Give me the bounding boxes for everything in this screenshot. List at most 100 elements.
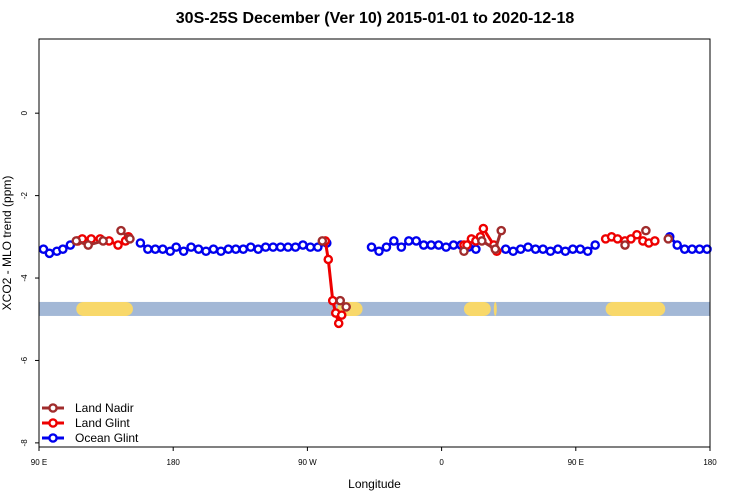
data-point <box>116 225 126 236</box>
y-axis: 0 -2 -4 -6 -8 <box>20 110 39 446</box>
data-point <box>71 236 82 246</box>
data-point <box>336 310 347 320</box>
data-point <box>612 234 623 244</box>
data-point <box>275 242 286 252</box>
series-land-nadir <box>71 225 674 312</box>
data-point <box>83 240 94 250</box>
x-tick-label: 90 W <box>298 458 317 467</box>
land-band-segment <box>493 301 497 316</box>
x-axis-label: Longitude <box>348 477 401 491</box>
chart-title: 30S-25S December (Ver 10) 2015-01-01 to … <box>175 10 575 27</box>
data-point <box>650 236 660 246</box>
data-point <box>178 246 189 257</box>
data-point <box>381 242 392 252</box>
legend-label: Land Nadir <box>75 401 134 415</box>
data-point <box>366 242 377 252</box>
y-tick-label: 0 <box>20 110 29 115</box>
data-point <box>313 242 323 252</box>
y-axis-label: XCO2 - MLO trend (ppm) <box>0 176 14 311</box>
data-point <box>193 244 204 254</box>
data-point <box>448 240 459 250</box>
data-point <box>679 244 690 254</box>
data-point <box>268 242 278 252</box>
series-layer <box>38 223 712 329</box>
data-point <box>538 244 548 254</box>
legend-item: Land Glint <box>42 416 130 430</box>
data-point <box>253 244 263 254</box>
data-point <box>496 225 507 236</box>
y-tick-label: -6 <box>20 356 29 364</box>
legend-marker <box>48 433 58 443</box>
data-point <box>459 246 469 257</box>
land-band-segment <box>76 301 133 316</box>
data-point <box>113 240 123 250</box>
data-point <box>135 238 146 248</box>
x-axis: 90 E 180 90 W 0 90 E 180 <box>31 447 717 467</box>
data-point <box>672 240 682 250</box>
data-point <box>374 246 384 257</box>
legend-marker <box>48 418 58 428</box>
data-point <box>58 244 68 254</box>
data-point <box>426 240 436 250</box>
legend-marker <box>48 403 58 413</box>
data-point <box>694 244 705 254</box>
data-point <box>157 244 168 254</box>
data-point <box>553 244 563 254</box>
x-tick-label: 180 <box>167 458 181 467</box>
data-point <box>403 236 414 246</box>
data-point <box>418 240 429 250</box>
data-point <box>125 234 135 244</box>
data-point <box>260 242 271 252</box>
legend-label: Land Glint <box>75 416 130 430</box>
data-point <box>515 244 526 254</box>
data-point <box>305 242 316 252</box>
plot-frame <box>38 38 711 448</box>
data-point <box>223 244 234 254</box>
data-point <box>582 246 593 257</box>
data-point <box>171 242 181 252</box>
x-tick-label: 90 E <box>568 458 584 467</box>
data-point <box>143 244 153 254</box>
y-tick-label: -8 <box>20 439 29 447</box>
data-point <box>231 244 241 254</box>
legend-item: Land Nadir <box>42 401 134 415</box>
land-band-segment <box>605 301 666 316</box>
data-point <box>201 246 211 257</box>
land-band-segment <box>463 301 491 316</box>
data-point <box>441 242 451 252</box>
y-tick-label: -2 <box>20 192 29 200</box>
data-point <box>590 240 600 250</box>
data-point <box>478 223 489 234</box>
data-point <box>471 244 481 254</box>
ocean-band <box>39 301 710 316</box>
data-point <box>663 234 674 244</box>
data-point <box>500 244 511 254</box>
data-point <box>490 244 501 254</box>
data-point <box>283 242 293 252</box>
legend-item: Ocean Glint <box>42 431 139 445</box>
data-point <box>238 244 249 254</box>
data-point <box>150 244 161 254</box>
data-point <box>632 229 642 240</box>
x-tick-label: 180 <box>703 458 717 467</box>
data-point <box>317 236 328 246</box>
data-point <box>702 244 712 254</box>
data-point <box>290 242 301 252</box>
data-point <box>98 236 108 246</box>
data-point <box>186 242 196 252</box>
data-point <box>477 236 487 246</box>
data-point <box>245 242 256 252</box>
data-point <box>523 242 533 252</box>
data-point <box>433 240 444 250</box>
data-point <box>641 225 651 236</box>
data-point <box>341 302 351 312</box>
data-point <box>568 244 578 254</box>
data-point <box>298 240 308 250</box>
data-point <box>411 236 422 246</box>
data-point <box>575 244 586 254</box>
data-point <box>396 242 407 252</box>
data-point <box>530 244 541 254</box>
legend-label: Ocean Glint <box>75 431 139 445</box>
